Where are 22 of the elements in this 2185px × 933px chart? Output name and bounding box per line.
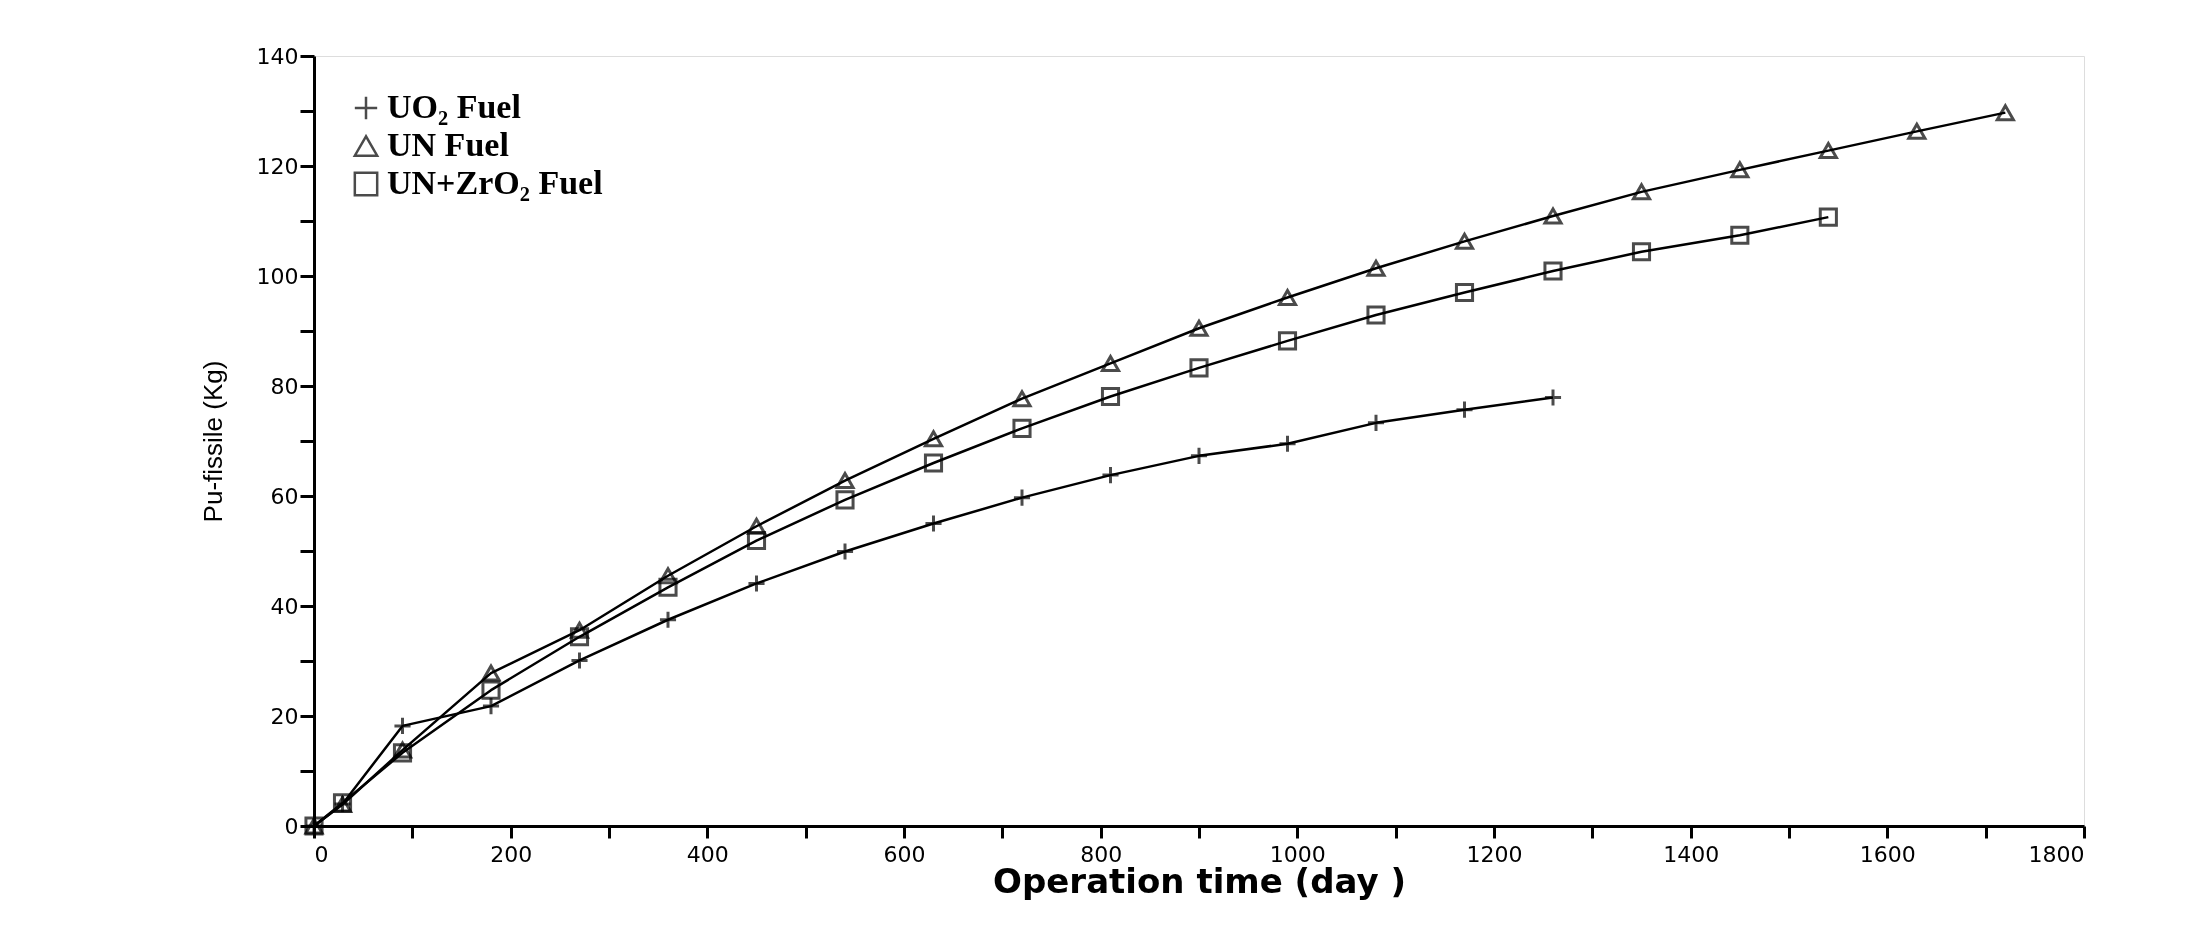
x-tick-label: 600 bbox=[883, 841, 926, 867]
x-tick-label: 0 bbox=[314, 841, 329, 867]
y-tick-label: 60 bbox=[270, 483, 299, 509]
x-tick-label: 1200 bbox=[1466, 841, 1523, 867]
y-tick-label: 120 bbox=[256, 153, 299, 179]
x-tick-label: 1000 bbox=[1269, 841, 1326, 867]
y-tick-label: 0 bbox=[284, 813, 299, 839]
y-tick-label: 80 bbox=[270, 373, 299, 399]
y-tick-label: 20 bbox=[270, 703, 299, 729]
x-tick-label: 1600 bbox=[1859, 841, 1916, 867]
legend-label: UN+ZrO₂ Fuel bbox=[387, 164, 603, 201]
y-axis-title: Pu-fissile (Kg) bbox=[197, 360, 228, 523]
x-tick-label: 1400 bbox=[1663, 841, 1720, 867]
x-tick-label: 800 bbox=[1080, 841, 1123, 867]
legend-label: UO₂ Fuel bbox=[387, 88, 521, 125]
y-tick-label: 40 bbox=[270, 593, 299, 619]
x-tick-label: 1800 bbox=[2028, 841, 2085, 867]
x-tick-label: 400 bbox=[686, 841, 729, 867]
legend-label: UN Fuel bbox=[387, 126, 509, 163]
y-tick-label: 100 bbox=[256, 263, 299, 289]
x-tick-label: 200 bbox=[490, 841, 533, 867]
y-tick-label: 140 bbox=[256, 43, 299, 69]
